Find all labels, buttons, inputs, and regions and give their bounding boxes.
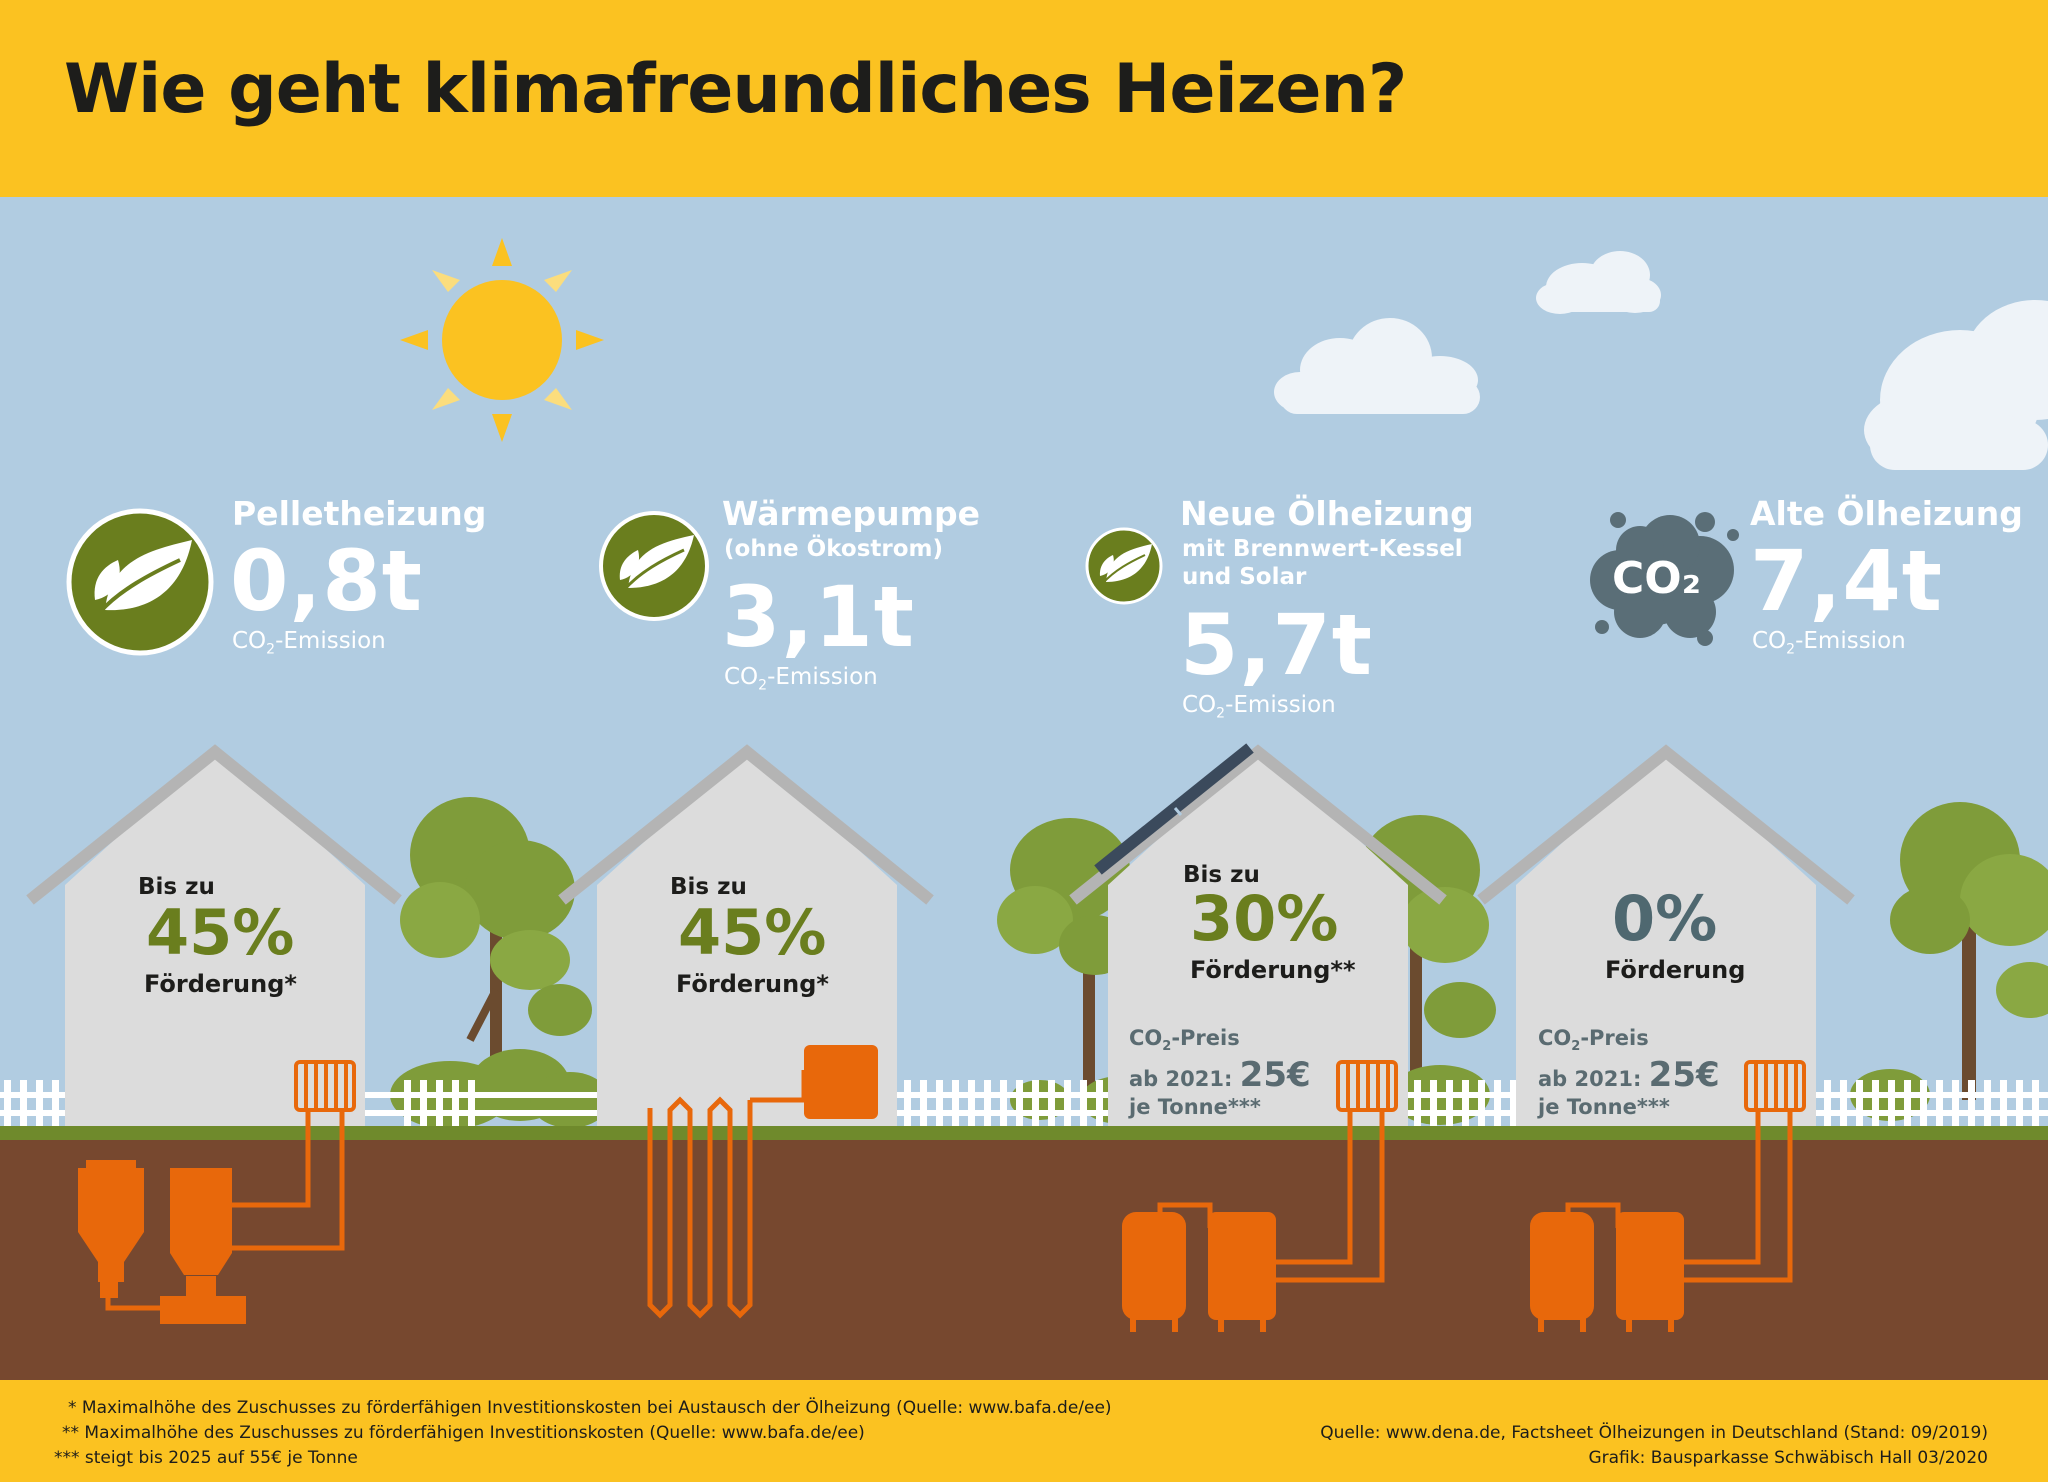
house-1 [26,744,402,1130]
funding-label: Förderung* [676,970,829,998]
co2-price-value: 25€ [1239,1055,1311,1096]
system-name: Pelletheizung [232,494,487,533]
funding-percent: 45% [146,896,295,969]
leaf-icon [66,508,214,656]
emission-value: 0,8t [230,532,423,630]
system-subtitle: mit Brennwert-Kessel [1182,536,1463,562]
co2-price-value: 25€ [1648,1055,1720,1096]
system-subtitle: (ohne Ökostrom) [724,536,944,562]
co2-price-note: CO2-Preis ab 2021: 25€ je Tonne*** [1538,1026,1720,1120]
emission-label: CO2-Emission [1182,692,1336,722]
emission-value: 5,7t [1180,596,1373,694]
tree-icon [400,797,592,1100]
pellet-silo-icon [78,1160,144,1298]
footer-banner: * Maximalhöhe des Zuschusses zu förderfä… [0,1380,2048,1482]
heat-pump-unit-icon [804,1045,878,1119]
header-banner: Wie geht klimafreundliches Heizen? [0,0,2048,197]
bis-zu-label: Bis zu [670,874,747,900]
page-title: Wie geht klimafreundliches Heizen? [64,50,1407,129]
system-subtitle: und Solar [1182,564,1307,590]
funding-percent: 0% [1612,882,1718,955]
funding-label: Förderung [1605,956,1746,984]
fence [0,1080,2048,1128]
co2-price-note: CO2-Preis ab 2021: 25€ je Tonne*** [1129,1026,1311,1120]
emission-value: 3,1t [722,568,915,666]
pellet-boiler-icon [160,1168,246,1324]
funding-percent: 30% [1190,882,1339,955]
leaf-icon [1085,527,1163,605]
house-2 [558,744,934,1130]
leaf-icon [599,511,709,621]
bis-zu-label: Bis zu [138,874,215,900]
footnote: * Maximalhöhe des Zuschusses zu förderfä… [68,1398,1112,1418]
funding-label: Förderung* [144,970,297,998]
bis-zu-label: Bis zu [1183,862,1260,888]
system-name: Alte Ölheizung [1750,494,2023,533]
emission-label: CO2-Emission [724,664,878,694]
sun-icon [400,238,604,442]
emission-label: CO2-Emission [1752,628,1906,658]
funding-label: Förderung** [1190,956,1356,984]
system-name: Wärmepumpe [722,494,981,533]
funding-percent: 45% [678,896,827,969]
footnote: ** Maximalhöhe des Zuschusses zu förderf… [62,1423,865,1443]
co2-icon-label: CO₂ [1612,553,1701,604]
cloud-icon [1536,251,1661,314]
emission-label: CO2-Emission [232,628,386,658]
system-name: Neue Ölheizung [1180,494,1474,533]
credit-note: Grafik: Bausparkasse Schwäbisch Hall 03/… [1588,1448,1988,1468]
radiator-icon [294,1060,356,1112]
emission-value: 7,4t [1750,532,1943,630]
house-3 [1069,743,1447,1130]
house-4 [1477,744,1855,1130]
source-note: Quelle: www.dena.de, Factsheet Ölheizung… [1320,1423,1988,1443]
footnote: *** steigt bis 2025 auf 55€ je Tonne [54,1448,358,1468]
co2-cloud-icon [1590,512,1739,646]
oil-boiler-icon [1208,1212,1276,1332]
oil-tank-icon [1122,1212,1186,1332]
